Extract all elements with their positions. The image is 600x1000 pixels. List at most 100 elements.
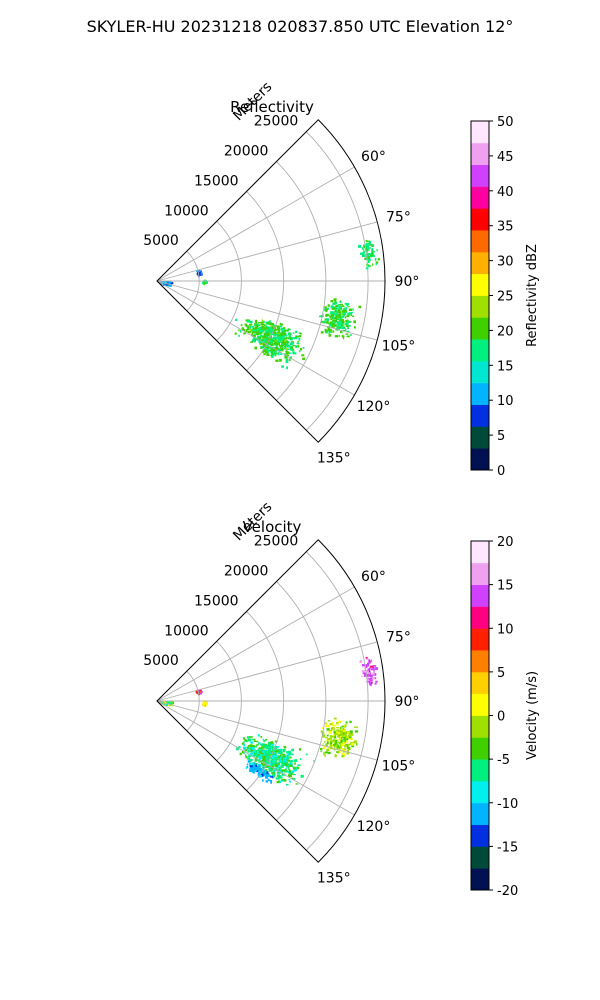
echo-gate [305, 753, 308, 756]
echo-gate [333, 299, 336, 302]
echo-gate [277, 343, 280, 345]
echo-gate [267, 326, 271, 330]
echo-gate [327, 326, 331, 330]
colorbar-segment [471, 715, 489, 738]
echo-gate [332, 323, 336, 327]
echo-gate [266, 747, 269, 750]
echo-gate [334, 309, 337, 312]
echo-gate [252, 755, 255, 757]
echo-gate [330, 723, 333, 726]
echo-gate [291, 770, 295, 774]
echo-gate [297, 344, 300, 348]
echo-gate [320, 320, 323, 324]
echo-gate [322, 734, 326, 736]
echo-gate [283, 334, 287, 337]
echo-gate [282, 773, 286, 776]
echo-gate [280, 338, 284, 341]
echo-gate [273, 753, 277, 756]
echo-gate [286, 340, 289, 344]
echo-gate [336, 739, 339, 742]
echo-gate [330, 747, 333, 750]
echo-gate [262, 756, 266, 759]
echo-gate [367, 674, 370, 677]
echo-gate [165, 703, 169, 706]
echo-gate [280, 348, 284, 352]
range-tick-label: 20000 [224, 564, 269, 580]
echo-gate [254, 757, 257, 760]
echo-gate [258, 772, 261, 774]
echo-gate [248, 328, 251, 331]
echo-gate [281, 333, 284, 336]
echo-gate [244, 749, 248, 752]
echo-gate [257, 752, 261, 755]
echo-gate [264, 751, 268, 755]
echo-gate [341, 319, 344, 322]
echo-gate [249, 763, 251, 766]
echo-gate [263, 333, 266, 335]
echo-gate [361, 247, 364, 250]
echo-gate [335, 318, 337, 321]
echo-gate [344, 755, 346, 757]
echo-gate [340, 737, 342, 740]
echo-gate [284, 768, 287, 771]
echo-gate [289, 347, 292, 351]
echo-gate [258, 329, 261, 333]
echo-gate [256, 740, 259, 743]
echo-gate [283, 769, 287, 773]
echo-gate [283, 330, 286, 333]
echo-gate [340, 319, 343, 321]
echo-gate [279, 344, 281, 347]
echo-gate [257, 754, 260, 756]
echo-gate [327, 329, 330, 332]
echo-gate [322, 746, 326, 750]
echo-gate [367, 668, 371, 671]
echo-gate [296, 342, 300, 345]
theta-tick-label: 60° [361, 569, 386, 585]
echo-gate [260, 773, 264, 777]
echo-region [359, 656, 378, 686]
echo-gate [333, 325, 335, 328]
echo-gate [367, 256, 371, 259]
echo-gate [348, 308, 353, 311]
colorbar-tick-label: 20 [497, 324, 514, 339]
echo-gate [368, 678, 372, 680]
echo-gate [274, 740, 278, 743]
echo-gate [292, 773, 296, 776]
echo-gate [359, 661, 362, 664]
echo-gate [251, 738, 255, 741]
echo-gate [261, 750, 265, 753]
echo-gate [338, 335, 340, 337]
echo-region [245, 760, 274, 784]
echo-gate [256, 766, 260, 769]
echo-gate [258, 756, 262, 759]
echo-gate [336, 746, 340, 749]
echo-gate [251, 762, 254, 766]
colorbar-segment [471, 273, 489, 296]
echo-gate [286, 351, 290, 354]
echo-gate [269, 769, 272, 772]
echo-gate [324, 318, 328, 321]
echo-gate [341, 305, 345, 307]
echo-gate [368, 670, 371, 674]
echo-gate [280, 348, 284, 350]
echo-gate [274, 347, 278, 351]
echo-gate [322, 320, 326, 324]
echo-gate [246, 763, 249, 766]
echo-gate [273, 757, 277, 759]
echo-gate [341, 329, 343, 333]
echo-gate [320, 315, 323, 318]
echo-gate [328, 751, 331, 755]
colorbar-segment [471, 251, 489, 275]
echo-gate [334, 301, 338, 305]
echo-gate [336, 724, 339, 726]
echo-gate [278, 341, 282, 343]
radial-gridline [156, 586, 355, 702]
echo-gate [284, 339, 286, 342]
echo-gate [281, 329, 285, 332]
colorbar-segment [471, 186, 489, 209]
echo-gate [265, 325, 267, 328]
echo-gate [260, 335, 262, 338]
echo-gate [345, 333, 349, 335]
echo-gate [276, 750, 280, 753]
echo-gate [334, 335, 339, 338]
